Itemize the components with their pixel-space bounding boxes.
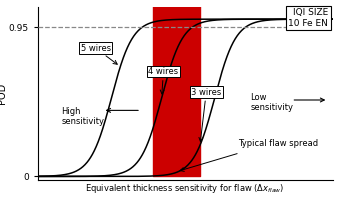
Y-axis label: POD: POD (0, 82, 7, 104)
Text: IQI SIZE
10 Fe EN: IQI SIZE 10 Fe EN (288, 8, 328, 28)
Text: 4 wires: 4 wires (148, 67, 178, 94)
Text: Typical flaw spread: Typical flaw spread (238, 139, 318, 148)
Text: 3 wires: 3 wires (191, 88, 221, 141)
Text: Low
sensitivity: Low sensitivity (250, 93, 293, 113)
X-axis label: Equivalent thickness sensitivity for flaw ($\Delta x_{flaw}$): Equivalent thickness sensitivity for fla… (85, 182, 285, 195)
Text: 5 wires: 5 wires (81, 44, 117, 64)
Text: High
sensitivity: High sensitivity (61, 107, 104, 126)
